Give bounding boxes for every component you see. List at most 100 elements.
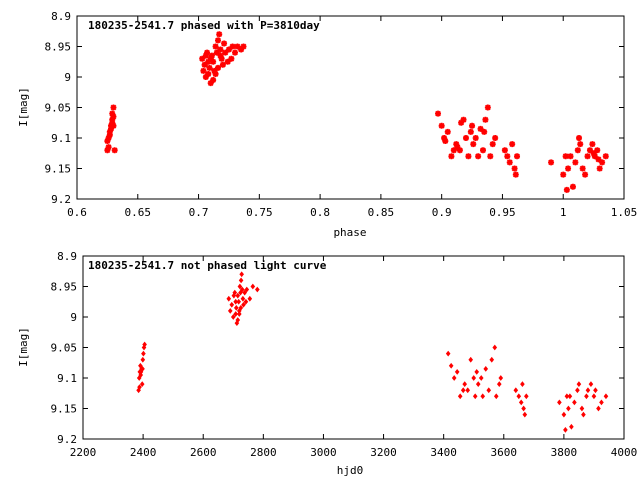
- data-point: [215, 37, 222, 44]
- data-point: [229, 43, 236, 50]
- data-point: [596, 165, 603, 172]
- x-tick-label: 0.6: [67, 206, 87, 219]
- x-tick-label: 2600: [190, 446, 217, 459]
- data-point: [444, 128, 451, 135]
- data-point: [200, 67, 207, 74]
- data-point: [225, 46, 232, 53]
- data-point: [472, 393, 478, 400]
- data-point: [219, 61, 226, 68]
- data-point: [548, 159, 555, 166]
- data-point: [255, 286, 260, 293]
- data-point: [141, 344, 147, 351]
- data-point: [489, 356, 495, 363]
- data-point: [207, 80, 214, 87]
- data-point: [238, 304, 244, 311]
- data-point: [496, 381, 502, 387]
- data-point: [247, 295, 253, 302]
- data-point: [232, 49, 239, 56]
- data-point: [210, 58, 217, 65]
- data-point: [215, 64, 222, 71]
- data-point: [226, 295, 232, 302]
- data-point: [469, 122, 476, 129]
- x-tick-label: 3600: [491, 446, 518, 459]
- data-point: [109, 116, 116, 123]
- data-point: [512, 171, 519, 178]
- data-point: [228, 55, 235, 62]
- data-point: [109, 110, 116, 117]
- data-point: [591, 393, 597, 400]
- data-point: [563, 426, 568, 433]
- data-point: [221, 40, 228, 47]
- data-point: [108, 125, 115, 132]
- data-point: [460, 116, 467, 123]
- y-tick-label: 9.1: [51, 132, 71, 145]
- data-point: [448, 362, 454, 369]
- data-point: [462, 381, 468, 387]
- data-point: [520, 381, 525, 387]
- data-point: [237, 283, 243, 290]
- x-tick-label: 4000: [611, 446, 638, 459]
- data-point: [563, 186, 570, 193]
- x-tick-label: 2800: [250, 446, 277, 459]
- x-tick-label: 3000: [310, 446, 337, 459]
- x-tick-label: 3800: [551, 446, 578, 459]
- data-point: [522, 411, 528, 418]
- data-point: [241, 301, 246, 308]
- data-point: [138, 372, 144, 378]
- data-point: [208, 52, 215, 59]
- x-tick-label: 2400: [130, 446, 157, 459]
- x-tick-label: 3400: [430, 446, 457, 459]
- data-point: [227, 308, 233, 314]
- data-point: [470, 141, 477, 148]
- data-point: [514, 153, 521, 160]
- data-point: [465, 153, 472, 160]
- data-point: [482, 116, 489, 123]
- data-point: [462, 135, 469, 141]
- data-point: [576, 135, 583, 141]
- data-point: [509, 141, 516, 148]
- data-point: [137, 384, 142, 391]
- data-point: [211, 67, 218, 74]
- data-point: [435, 110, 442, 117]
- data-point: [493, 393, 499, 400]
- x-axis-label: hjd0: [337, 464, 364, 477]
- phased-panel: 180235-2541.7 phased with P=3810day phas…: [17, 10, 637, 239]
- data-point: [238, 277, 244, 284]
- data-point: [577, 141, 584, 148]
- data-point: [498, 375, 504, 381]
- data-point: [501, 147, 508, 154]
- data-point: [489, 141, 496, 148]
- data-point: [511, 165, 518, 172]
- data-point: [586, 147, 593, 154]
- y-tick-label: 9.1: [57, 372, 77, 385]
- data-point: [595, 156, 602, 163]
- data-point: [242, 289, 248, 296]
- data-point: [588, 381, 594, 387]
- x-tick-label: 3200: [370, 446, 397, 459]
- data-point: [471, 375, 477, 381]
- axis-ticks: 0.6 0.65 0.7 0.75 0.8 0.85 0.9 0.95 1 1.05 8.9 8.95…: [45, 10, 638, 219]
- data-point: [603, 393, 609, 400]
- data-points: [104, 31, 609, 193]
- data-point: [472, 135, 479, 141]
- data-point: [212, 43, 219, 50]
- data-point: [111, 147, 118, 154]
- data-point: [442, 138, 449, 145]
- data-point: [233, 298, 238, 305]
- y-tick-label: 8.95: [51, 281, 78, 294]
- data-point: [475, 381, 481, 387]
- x-tick-label: 0.75: [246, 206, 273, 219]
- data-point: [217, 46, 224, 53]
- data-point: [486, 387, 492, 394]
- y-tick-label: 9.05: [45, 102, 72, 115]
- data-point: [239, 286, 245, 293]
- chart-title: 180235-2541.7 phased with P=3810day: [88, 19, 320, 32]
- data-point: [460, 387, 466, 394]
- data-point: [244, 286, 250, 293]
- data-point: [567, 153, 574, 160]
- data-point: [110, 122, 117, 129]
- data-point: [589, 141, 596, 148]
- data-point: [222, 49, 229, 56]
- plot-frame: [76, 15, 625, 200]
